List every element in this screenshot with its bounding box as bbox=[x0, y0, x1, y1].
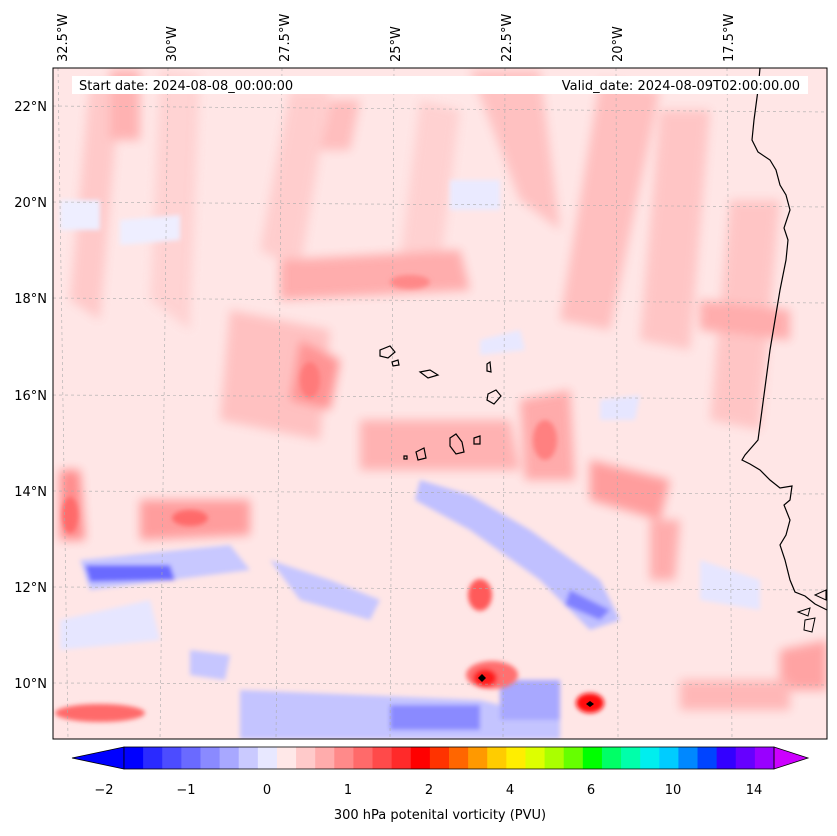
colorbar-swatch bbox=[276, 747, 297, 769]
colorbar-swatch bbox=[391, 747, 412, 769]
lon-label: 20°W bbox=[611, 26, 626, 62]
colorbar-swatch bbox=[678, 747, 699, 769]
graticule bbox=[53, 68, 827, 739]
colorbar-swatch bbox=[334, 747, 354, 769]
map-panel[interactable] bbox=[53, 68, 827, 739]
lat-label: 10°N bbox=[14, 677, 47, 692]
lat-label: 14°N bbox=[14, 485, 47, 500]
colorbar-swatch bbox=[124, 747, 144, 769]
colorbar-tick: 0 bbox=[263, 783, 271, 798]
pv-positive-field bbox=[60, 70, 827, 710]
cape-verde-islands bbox=[379, 345, 502, 461]
lat-label: 20°N bbox=[14, 196, 47, 211]
colorbar-swatch bbox=[200, 747, 221, 769]
colorbar-swatch bbox=[716, 747, 737, 769]
colorbar-swatch bbox=[582, 747, 603, 769]
colorbar-swatch bbox=[659, 747, 679, 769]
colorbar-swatch bbox=[563, 747, 584, 769]
longitude-labels: 32.5°W 30°W 27.5°W 25°W 22.5°W 20°W 17.5… bbox=[56, 14, 737, 62]
colorbar-swatch bbox=[754, 747, 775, 769]
colorbar-label: 300 hPa potenital vorticity (PVU) bbox=[333, 808, 547, 823]
colorbar-swatch bbox=[544, 747, 565, 769]
colorbar-frame bbox=[123, 746, 775, 770]
start-date: Start date: 2024-08-08_00:00:00 bbox=[79, 79, 293, 94]
lon-label: 30°W bbox=[165, 26, 180, 62]
colorbar-swatch bbox=[735, 747, 756, 769]
colorbar-swatch bbox=[429, 747, 450, 769]
lon-label: 17.5°W bbox=[722, 14, 737, 62]
colorbar-tick: 14 bbox=[746, 783, 763, 798]
colorbar-swatch bbox=[697, 747, 718, 769]
lat-label: 12°N bbox=[14, 581, 47, 596]
colorbar-tick: −1 bbox=[176, 783, 195, 798]
colorbar-tick: 2 bbox=[425, 783, 433, 798]
colorbar-tick: 10 bbox=[665, 783, 682, 798]
lon-label: 25°W bbox=[389, 26, 404, 62]
colorbar-swatch bbox=[506, 747, 526, 769]
lat-label: 22°N bbox=[14, 100, 47, 115]
colorbar-swatch bbox=[143, 747, 163, 769]
colorbar-swatch bbox=[621, 747, 641, 769]
coast-islands bbox=[796, 589, 827, 633]
colorbar-swatch bbox=[219, 747, 240, 769]
colorbar bbox=[71, 746, 810, 770]
colorbar-tick: 4 bbox=[506, 783, 514, 798]
colorbar-swatch bbox=[468, 747, 488, 769]
colorbar-swatch bbox=[372, 747, 393, 769]
colorbar-swatch bbox=[162, 747, 182, 769]
colorbar-swatch bbox=[487, 747, 507, 769]
colorbar-swatch bbox=[449, 747, 469, 769]
colorbar-swatch bbox=[238, 747, 259, 769]
colorbar-extend-high bbox=[773, 746, 810, 770]
lat-label: 18°N bbox=[14, 292, 47, 307]
colorbar-tick: 1 bbox=[344, 783, 352, 798]
colorbar-swatch bbox=[315, 747, 335, 769]
valid-date: Valid_date: 2024-08-09T02:00:00.00 bbox=[562, 79, 800, 94]
colorbar-swatch bbox=[296, 747, 316, 769]
colorbar-swatch bbox=[640, 747, 660, 769]
colorbar-swatch bbox=[601, 747, 622, 769]
pv-max-markers bbox=[478, 674, 594, 707]
colorbar-swatch bbox=[525, 747, 546, 769]
lat-label: 16°N bbox=[14, 389, 47, 404]
date-banner: Start date: 2024-08-08_00:00:00 Valid_da… bbox=[72, 76, 808, 94]
colorbar-tick: 6 bbox=[587, 783, 595, 798]
lon-label: 32.5°W bbox=[56, 14, 71, 62]
colorbar-swatch bbox=[353, 747, 374, 769]
map-frame bbox=[52, 67, 828, 740]
colorbar-tick-labels: −2 −1 0 1 2 4 6 10 14 bbox=[94, 783, 762, 798]
colorbar-tick: −2 bbox=[94, 783, 113, 798]
colorbar-swatch bbox=[410, 747, 431, 769]
pv-high-cores bbox=[55, 275, 604, 722]
latitude-labels: 22°N 20°N 18°N 16°N 14°N 12°N 10°N bbox=[14, 100, 47, 692]
colorbar-swatch bbox=[257, 747, 278, 769]
colorbar-extend-low bbox=[71, 746, 125, 770]
lon-label: 22.5°W bbox=[500, 14, 515, 62]
pv-negative-field bbox=[60, 180, 760, 739]
colorbar-swatch bbox=[181, 747, 201, 769]
africa-coastline bbox=[741, 68, 827, 611]
lon-label: 27.5°W bbox=[278, 14, 293, 62]
